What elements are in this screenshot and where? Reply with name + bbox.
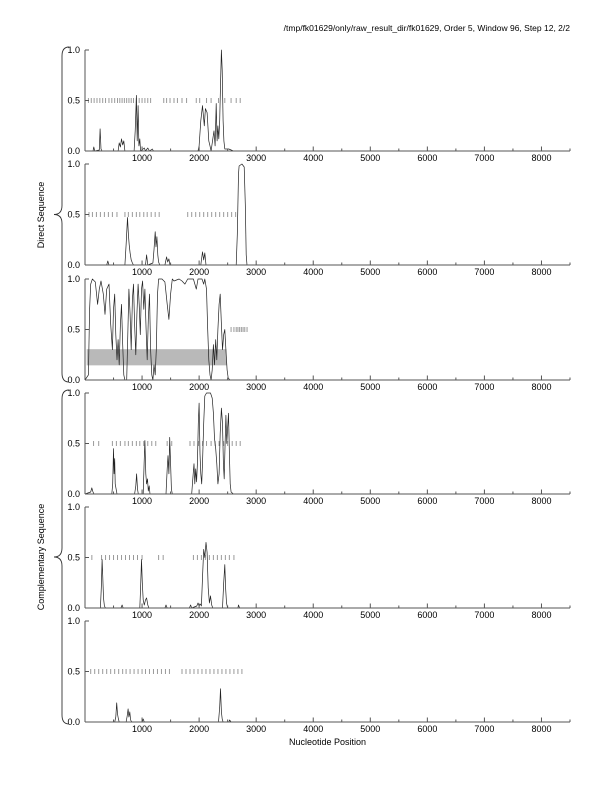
x-tick-label: 7000	[474, 724, 494, 734]
x-tick-label: 7000	[474, 382, 494, 392]
y-tick-label: 1.0	[67, 616, 80, 626]
panel-complementary-frame-2: 1.0 0.5 0.0 1000 2000 3000 4000 5000 6000 7000 800…	[67, 502, 571, 620]
y-tick-label: 0.5	[67, 439, 80, 449]
panel-direct-frame-1: 1.0 0.5 0.0 1000 2000 3000 4000 5000 6000 7000 800…	[67, 45, 571, 163]
x-tick-label: 4000	[303, 153, 323, 163]
x-tick-label: 1000	[132, 724, 152, 734]
x-tick-label: 3000	[246, 382, 266, 392]
x-tick-label: 3000	[246, 724, 266, 734]
x-tick-label: 1000	[132, 382, 152, 392]
x-tick-label: 3000	[246, 610, 266, 620]
x-tick-label: 7000	[474, 610, 494, 620]
panel-complementary-frame-3: 1.0 0.5 0.0 1000 2000 3000 4000 5000 6000 7000 800…	[67, 616, 571, 734]
panel-direct-frame-3: 1.0 0.5 0.0 1000 2000 3000 4000 5000 6000 7000 800…	[67, 274, 571, 392]
coding-region-band	[86, 349, 227, 366]
x-axis-label: Nucleotide Position	[288, 737, 367, 747]
x-tick-label: 2000	[189, 496, 209, 506]
x-tick-label: 7000	[474, 267, 494, 277]
x-tick-label: 2000	[189, 153, 209, 163]
x-tick-label: 1000	[132, 610, 152, 620]
x-tick-label: 4000	[303, 382, 323, 392]
codon-marker-row	[88, 212, 237, 217]
x-tick-label: 6000	[417, 267, 437, 277]
x-tick-label: 4000	[303, 496, 323, 506]
axes	[84, 392, 571, 495]
y-tick-label: 0.0	[67, 375, 80, 385]
codon-marker-row	[90, 669, 243, 674]
x-tick-label: 1000	[132, 496, 152, 506]
y-tick-label: 0.5	[67, 325, 80, 335]
codon-marker-row	[91, 555, 235, 560]
axes	[84, 163, 571, 266]
y-tick-label: 1.0	[67, 388, 80, 398]
x-tick-label: 5000	[360, 382, 380, 392]
x-tick-label: 8000	[531, 382, 551, 392]
probability-curve	[85, 163, 570, 266]
x-tick-label: 7000	[474, 496, 494, 506]
x-tick-label: 7000	[474, 153, 494, 163]
codon-marker-row	[230, 327, 248, 332]
y-tick-label: 0.0	[67, 717, 80, 727]
x-tick-label: 2000	[189, 724, 209, 734]
direct-group-brace	[53, 46, 70, 383]
y-tick-label: 0.0	[67, 146, 80, 156]
y-tick-label: 1.0	[67, 274, 80, 284]
x-tick-label: 8000	[531, 610, 551, 620]
x-tick-label: 1000	[132, 267, 152, 277]
y-tick-label: 0.5	[67, 96, 80, 106]
probability-curve	[85, 688, 570, 723]
panel-complementary-frame-1: 1.0 0.5 0.0 1000 2000 3000 4000 5000 6000 7000 800…	[67, 388, 571, 506]
x-tick-label: 3000	[246, 267, 266, 277]
y-tick-label: 0.0	[67, 489, 80, 499]
x-tick-label: 5000	[360, 496, 380, 506]
x-tick-label: 8000	[531, 267, 551, 277]
x-tick-label: 6000	[417, 610, 437, 620]
x-tick-label: 6000	[417, 382, 437, 392]
probability-curve	[84, 392, 570, 495]
x-tick-label: 3000	[246, 496, 266, 506]
probability-curve	[84, 278, 570, 381]
codon-marker-row	[87, 98, 241, 103]
figure-title: /tmp/fk01629/only/raw_result_dir/fk01629…	[283, 23, 570, 33]
y-tick-label: 1.0	[67, 45, 80, 55]
complementary-group-brace	[53, 389, 70, 725]
probability-curve	[85, 49, 570, 152]
x-tick-label: 4000	[303, 724, 323, 734]
x-tick-label: 5000	[360, 267, 380, 277]
y-tick-label: 0.5	[67, 210, 80, 220]
x-tick-label: 5000	[360, 724, 380, 734]
probability-curve	[85, 542, 570, 609]
codon-marker-row	[93, 441, 241, 446]
x-tick-label: 8000	[531, 496, 551, 506]
x-tick-label: 2000	[189, 267, 209, 277]
x-tick-label: 6000	[417, 724, 437, 734]
x-tick-label: 8000	[531, 153, 551, 163]
axes	[84, 620, 571, 723]
x-tick-label: 2000	[189, 382, 209, 392]
panel-direct-frame-2: 1.0 0.5 0.0 1000 2000 3000 4000 5000 6000 7000 800…	[67, 159, 571, 277]
axes	[84, 278, 571, 381]
x-tick-label: 4000	[303, 267, 323, 277]
x-tick-label: 4000	[303, 610, 323, 620]
x-tick-label: 3000	[246, 153, 266, 163]
x-tick-label: 8000	[531, 724, 551, 734]
y-tick-label: 1.0	[67, 159, 80, 169]
x-tick-label: 6000	[417, 496, 437, 506]
y-tick-label: 0.5	[67, 553, 80, 563]
x-tick-label: 6000	[417, 153, 437, 163]
x-tick-label: 1000	[132, 153, 152, 163]
x-tick-label: 5000	[360, 153, 380, 163]
y-tick-label: 0.0	[67, 603, 80, 613]
y-tick-label: 1.0	[67, 502, 80, 512]
axes	[84, 49, 571, 152]
y-tick-label: 0.0	[67, 260, 80, 270]
y-tick-label: 0.5	[67, 667, 80, 677]
x-tick-label: 2000	[189, 610, 209, 620]
axes	[84, 506, 571, 609]
x-tick-label: 5000	[360, 610, 380, 620]
